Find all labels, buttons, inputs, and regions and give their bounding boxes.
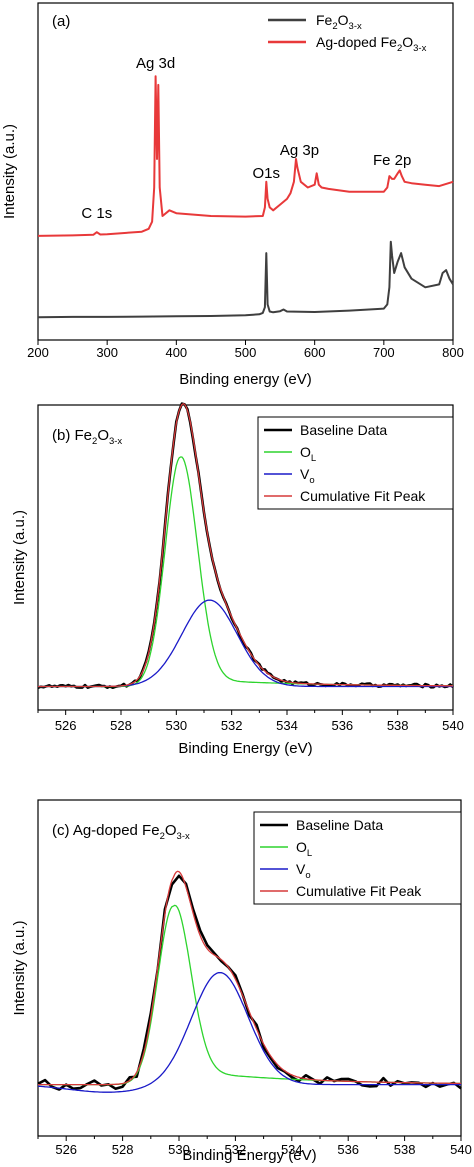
series-line-ag	[37, 75, 454, 237]
x-tick-label: 530	[165, 718, 187, 733]
x-axis-label: Binding Energy (eV)	[178, 740, 312, 757]
legend-box	[257, 416, 454, 510]
peak-annotation: Fe 2p	[373, 152, 411, 169]
series-line-baseline	[37, 874, 462, 1091]
panel-b-frame	[37, 404, 454, 711]
panel-c-chart: 526 528 530 532 534 536 538 540 Binding Energy (…	[11, 799, 472, 1164]
legend-entry: Baseline Data	[300, 422, 387, 438]
legend-entry: OL	[296, 839, 312, 859]
legend-entry: Ag-doped Fe2O3-x	[316, 34, 427, 54]
x-tick-label: 600	[304, 345, 326, 360]
x-tick-label: 534	[276, 718, 298, 733]
legend-entry: Vo	[300, 466, 315, 486]
panel-a-chart: 200 300 400 500 600 700 800 Binding energy (eV)…	[1, 2, 464, 388]
x-tick-label: 400	[165, 345, 187, 360]
y-axis-label: Intensity (a.u.)	[1, 124, 18, 219]
legend-entry: Baseline Data	[296, 817, 383, 833]
x-tick-label: 540	[442, 718, 464, 733]
series-line-vo	[37, 971, 461, 1093]
series-line-fit	[38, 402, 453, 688]
x-tick-label: 700	[373, 345, 395, 360]
y-axis-label: Intensity (a.u.)	[11, 510, 28, 605]
series-line-vo	[38, 599, 453, 688]
x-tick-label: 540	[450, 1142, 472, 1157]
peak-annotation: Ag 3d	[136, 55, 175, 72]
panel-label: (b) Fe2O3-x	[52, 427, 122, 447]
legend-box	[253, 811, 462, 905]
x-tick-label: 526	[55, 1142, 77, 1157]
series-line-ol	[38, 904, 461, 1086]
panel-b-chart: 526 528 530 532 534 536 538 540 Binding Energy (…	[11, 402, 464, 757]
legend-entry: OL	[300, 444, 316, 464]
x-tick-label: 530	[168, 1142, 190, 1157]
panel-label: (c) Ag-doped Fe2O3-x	[52, 822, 190, 842]
x-axis-label: Binding Energy (eV)	[182, 1147, 316, 1164]
x-tick-label: 528	[112, 1142, 134, 1157]
peak-annotation: C 1s	[81, 205, 112, 222]
x-tick-label: 538	[394, 1142, 416, 1157]
peak-annotation: O1s	[252, 165, 280, 182]
legend-entry: Cumulative Fit Peak	[296, 883, 422, 899]
series-line-fe2o3	[37, 240, 454, 319]
x-tick-label: 300	[96, 345, 118, 360]
peak-annotation: Ag 3p	[280, 142, 319, 159]
x-axis-label: Binding energy (eV)	[179, 371, 312, 388]
series-line-fit	[38, 870, 461, 1086]
panel-label: (a)	[52, 13, 70, 30]
legend-entry: Fe2O3-x	[316, 12, 362, 32]
x-tick-label: 800	[442, 345, 464, 360]
x-tick-label: 536	[331, 718, 353, 733]
panel-a-frame	[37, 2, 454, 341]
x-tick-label: 534	[281, 1142, 303, 1157]
y-axis-label: Intensity (a.u.)	[11, 920, 28, 1015]
x-tick-label: 200	[27, 345, 49, 360]
panel-c-frame	[37, 799, 462, 1137]
legend-entry: Cumulative Fit Peak	[300, 488, 426, 504]
x-tick-label: 532	[221, 718, 243, 733]
x-tick-label: 532	[225, 1142, 247, 1157]
x-tick-label: 528	[110, 718, 132, 733]
x-tick-label: 526	[55, 718, 77, 733]
legend-entry: Vo	[296, 861, 311, 881]
x-tick-label: 538	[387, 718, 409, 733]
x-tick-label: 536	[337, 1142, 359, 1157]
x-tick-label: 500	[235, 345, 257, 360]
